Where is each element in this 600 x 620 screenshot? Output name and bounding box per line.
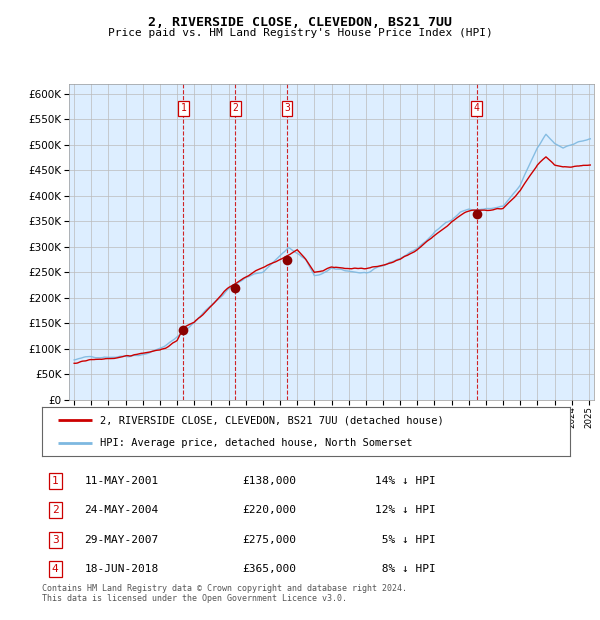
Text: 2, RIVERSIDE CLOSE, CLEVEDON, BS21 7UU (detached house): 2, RIVERSIDE CLOSE, CLEVEDON, BS21 7UU (…	[100, 415, 444, 425]
Text: 12% ↓ HPI: 12% ↓ HPI	[374, 505, 436, 515]
Text: 14% ↓ HPI: 14% ↓ HPI	[374, 476, 436, 485]
Text: 4: 4	[52, 564, 59, 574]
Text: 3: 3	[52, 534, 59, 544]
Text: 1: 1	[181, 103, 187, 113]
Text: 5% ↓ HPI: 5% ↓ HPI	[374, 534, 436, 544]
Text: £220,000: £220,000	[242, 505, 296, 515]
Text: 4: 4	[474, 103, 479, 113]
Text: 3: 3	[284, 103, 290, 113]
Text: 2: 2	[232, 103, 238, 113]
Text: £138,000: £138,000	[242, 476, 296, 485]
Text: £365,000: £365,000	[242, 564, 296, 574]
Text: 1: 1	[52, 476, 59, 485]
Text: 8% ↓ HPI: 8% ↓ HPI	[374, 564, 436, 574]
Text: 24-MAY-2004: 24-MAY-2004	[84, 505, 158, 515]
Text: HPI: Average price, detached house, North Somerset: HPI: Average price, detached house, Nort…	[100, 438, 413, 448]
Text: 29-MAY-2007: 29-MAY-2007	[84, 534, 158, 544]
Text: Price paid vs. HM Land Registry's House Price Index (HPI): Price paid vs. HM Land Registry's House …	[107, 28, 493, 38]
Text: 18-JUN-2018: 18-JUN-2018	[84, 564, 158, 574]
Text: Contains HM Land Registry data © Crown copyright and database right 2024.
This d: Contains HM Land Registry data © Crown c…	[42, 584, 407, 603]
Text: 2, RIVERSIDE CLOSE, CLEVEDON, BS21 7UU: 2, RIVERSIDE CLOSE, CLEVEDON, BS21 7UU	[148, 16, 452, 29]
Text: 11-MAY-2001: 11-MAY-2001	[84, 476, 158, 485]
Text: £275,000: £275,000	[242, 534, 296, 544]
Text: 2: 2	[52, 505, 59, 515]
